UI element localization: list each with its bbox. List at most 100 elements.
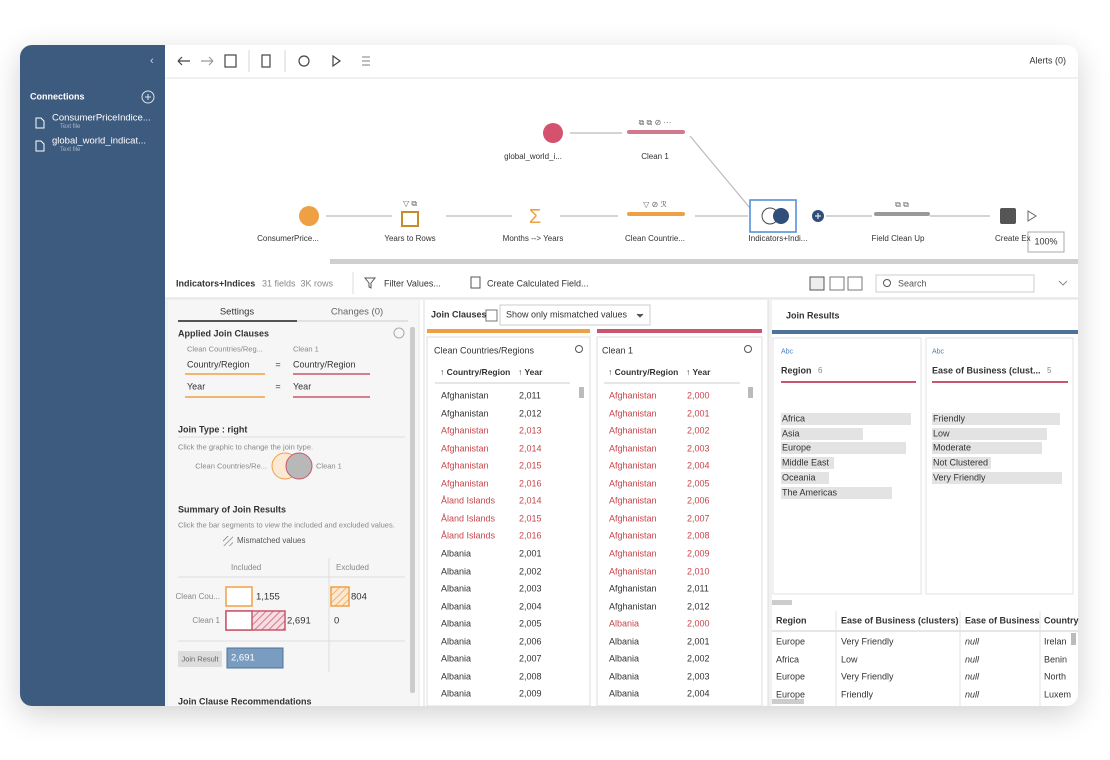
profile-value[interactable]: Africa (782, 413, 806, 424)
profile-bar[interactable] (932, 442, 1043, 455)
profile-value[interactable]: Friendly (933, 413, 966, 424)
profile-value[interactable]: Oceania (782, 472, 816, 483)
excluded-count[interactable]: 0 (334, 615, 340, 627)
tab[interactable]: Changes (0) (330, 306, 384, 318)
node-label[interactable]: Clean 1 (641, 152, 669, 161)
cell: 2,008 (687, 530, 710, 541)
node-label[interactable]: Field Clean Up (871, 234, 925, 243)
label: Clean 1 (293, 344, 319, 354)
alerts[interactable]: Alerts (0) (1029, 55, 1066, 66)
column-header[interactable]: ↑ Year (686, 366, 711, 377)
cell: 2,004 (687, 688, 710, 699)
profile-bar[interactable] (781, 471, 830, 484)
included-count[interactable]: 1,155 (256, 591, 280, 603)
profile-bar[interactable] (781, 486, 892, 499)
profile-bar[interactable] (781, 413, 911, 425)
column-header[interactable]: Country (1044, 615, 1079, 626)
cell: Europe (776, 636, 806, 647)
profile-bar[interactable] (932, 413, 1060, 425)
filter-button[interactable]: Filter Values... (384, 278, 441, 289)
section-title: Applied Join Clauses (178, 328, 270, 339)
column-header[interactable]: ↑ Year (518, 366, 543, 377)
label: Excluded (336, 563, 369, 572)
cell: 2,001 (687, 636, 710, 647)
cell: Afghanistan (609, 583, 657, 594)
profile-value[interactable]: The Americas (782, 487, 838, 497)
cell: Albania (441, 671, 472, 682)
cell: 2,009 (687, 548, 710, 559)
cell: Africa (776, 654, 800, 665)
node-label[interactable]: Create Ex (995, 234, 1031, 243)
profile-bar[interactable] (932, 457, 991, 470)
column-header[interactable]: Ease of Business (965, 615, 1040, 626)
column-header[interactable]: Region (776, 615, 807, 626)
cell: 2,012 (519, 408, 542, 419)
connection[interactable]: global_world_indicat... (52, 135, 147, 147)
column-header[interactable]: Ease of Business (clusters) (841, 615, 959, 626)
collapse[interactable]: ‹ (150, 55, 154, 67)
toolbar-icons[interactable] (177, 50, 370, 72)
field-name[interactable]: Ease of Business (clust... (932, 365, 1041, 376)
clause-field[interactable]: Year (187, 381, 206, 392)
cell: 2,001 (687, 408, 710, 419)
clause-field[interactable]: Year (293, 381, 312, 392)
cell: 2,015 (519, 513, 542, 524)
cell: Afghanistan (441, 390, 489, 401)
node-label[interactable]: ConsumerPrice... (257, 234, 319, 243)
input-node[interactable] (299, 206, 319, 226)
clause-field[interactable]: Country/Region (293, 359, 356, 370)
node-label[interactable]: Months --> Years (502, 234, 564, 243)
panel-meta: 31 fields 3K rows (262, 278, 334, 289)
profile-bar[interactable] (781, 457, 834, 470)
column-header[interactable]: ↑ Country/Region (440, 366, 511, 377)
node-label[interactable]: Years to Rows (384, 234, 436, 243)
cell: 2,010 (687, 566, 710, 576)
input-node[interactable] (543, 123, 563, 143)
profile-bar[interactable] (932, 427, 1048, 440)
profile-bar[interactable] (781, 427, 863, 440)
sidebar (20, 45, 165, 706)
connection[interactable]: ConsumerPriceIndice... (52, 112, 151, 124)
cell: 2,002 (687, 425, 710, 436)
cell: Albania (609, 671, 640, 682)
node-label[interactable]: Indicators+Indi... (748, 234, 808, 243)
profile-value[interactable]: Not Clustered (933, 457, 989, 468)
cell: null (965, 671, 980, 682)
panel-title: Indicators+Indices (176, 278, 256, 289)
label: Abc (781, 348, 794, 356)
column-header[interactable]: ↑ Country/Region (608, 366, 679, 377)
cell: 2,006 (519, 636, 542, 647)
dropdown-text[interactable]: Show only mismatched values (506, 309, 628, 320)
profile-value[interactable]: Moderate (933, 442, 972, 453)
included-count[interactable]: 2,691 (287, 615, 311, 627)
table-name: Clean 1 (602, 345, 634, 356)
node-label[interactable]: Clean Countrie... (624, 234, 686, 243)
cell: null (965, 689, 980, 700)
field-name[interactable]: Region (781, 365, 812, 376)
profile-value[interactable]: Low (933, 428, 950, 439)
clause-field[interactable]: Country/Region (187, 359, 250, 370)
tab[interactable]: Settings (219, 306, 255, 318)
profile-value[interactable]: Very Friendly (933, 472, 986, 483)
label: Included (231, 563, 262, 572)
profile-value[interactable]: Middle East (782, 457, 830, 468)
clause-operator[interactable]: = (275, 359, 281, 370)
label: Join Result (181, 654, 219, 664)
cell: 2,015 (519, 460, 542, 471)
profile-value[interactable]: Asia (782, 428, 800, 439)
dropdown[interactable] (499, 304, 651, 326)
profile-bar[interactable] (932, 471, 1062, 484)
calc-button[interactable]: Create Calculated Field... (487, 278, 589, 289)
profile-bar[interactable] (781, 442, 907, 455)
excluded-count[interactable]: 804 (351, 591, 367, 603)
clean-node[interactable] (627, 130, 685, 134)
cell: Afghanistan (441, 460, 489, 471)
search-input[interactable]: Search (898, 278, 927, 289)
cell: Afghanistan (441, 443, 489, 454)
clause-operator[interactable]: = (275, 381, 281, 392)
node-label[interactable]: global_world_i... (504, 152, 562, 161)
profile-value[interactable]: Europe (782, 442, 812, 453)
search-box[interactable] (875, 274, 1035, 293)
scrollbar[interactable] (330, 259, 1078, 264)
cell: 2,005 (519, 618, 542, 629)
